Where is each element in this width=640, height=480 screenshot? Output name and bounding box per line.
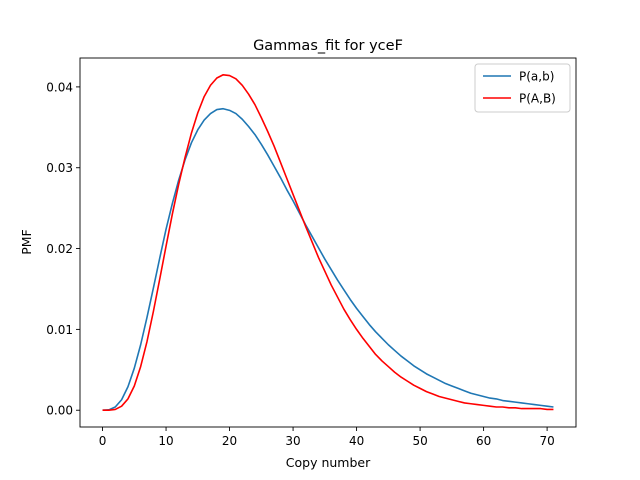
legend: P(a,b) P(A,B) [474,63,571,113]
legend-label-1: P(a,b) [519,70,554,84]
plot-area: 0 10 20 30 40 50 60 70 0.00 0.01 0.02 0.03 0.04 [46,57,577,448]
y-tick-label: 0.01 [46,323,73,337]
axes-frame [79,57,577,428]
x-tick-label: 10 [158,434,173,448]
series-line-1 [102,107,554,412]
legend-label-2: P(A,B) [519,92,556,106]
x-tick-label: 70 [539,434,554,448]
x-tick-label: 40 [349,434,364,448]
y-tick-label: 0.03 [46,161,73,175]
x-tick-label: 0 [99,434,107,448]
x-axis-label: Copy number [286,455,371,470]
y-tick-label: 0.00 [46,404,73,418]
x-tick-label: 20 [222,434,237,448]
y-axis-label: PMF [19,229,34,255]
y-tick-label: 0.02 [46,242,73,256]
x-tick-label: 30 [285,434,300,448]
x-tick-label: 60 [476,434,491,448]
chart-title: Gammas_fit for yceF [253,38,403,54]
y-tick-label: 0.04 [46,80,73,94]
x-tick-label: 50 [412,434,427,448]
series-line-2 [102,73,554,412]
